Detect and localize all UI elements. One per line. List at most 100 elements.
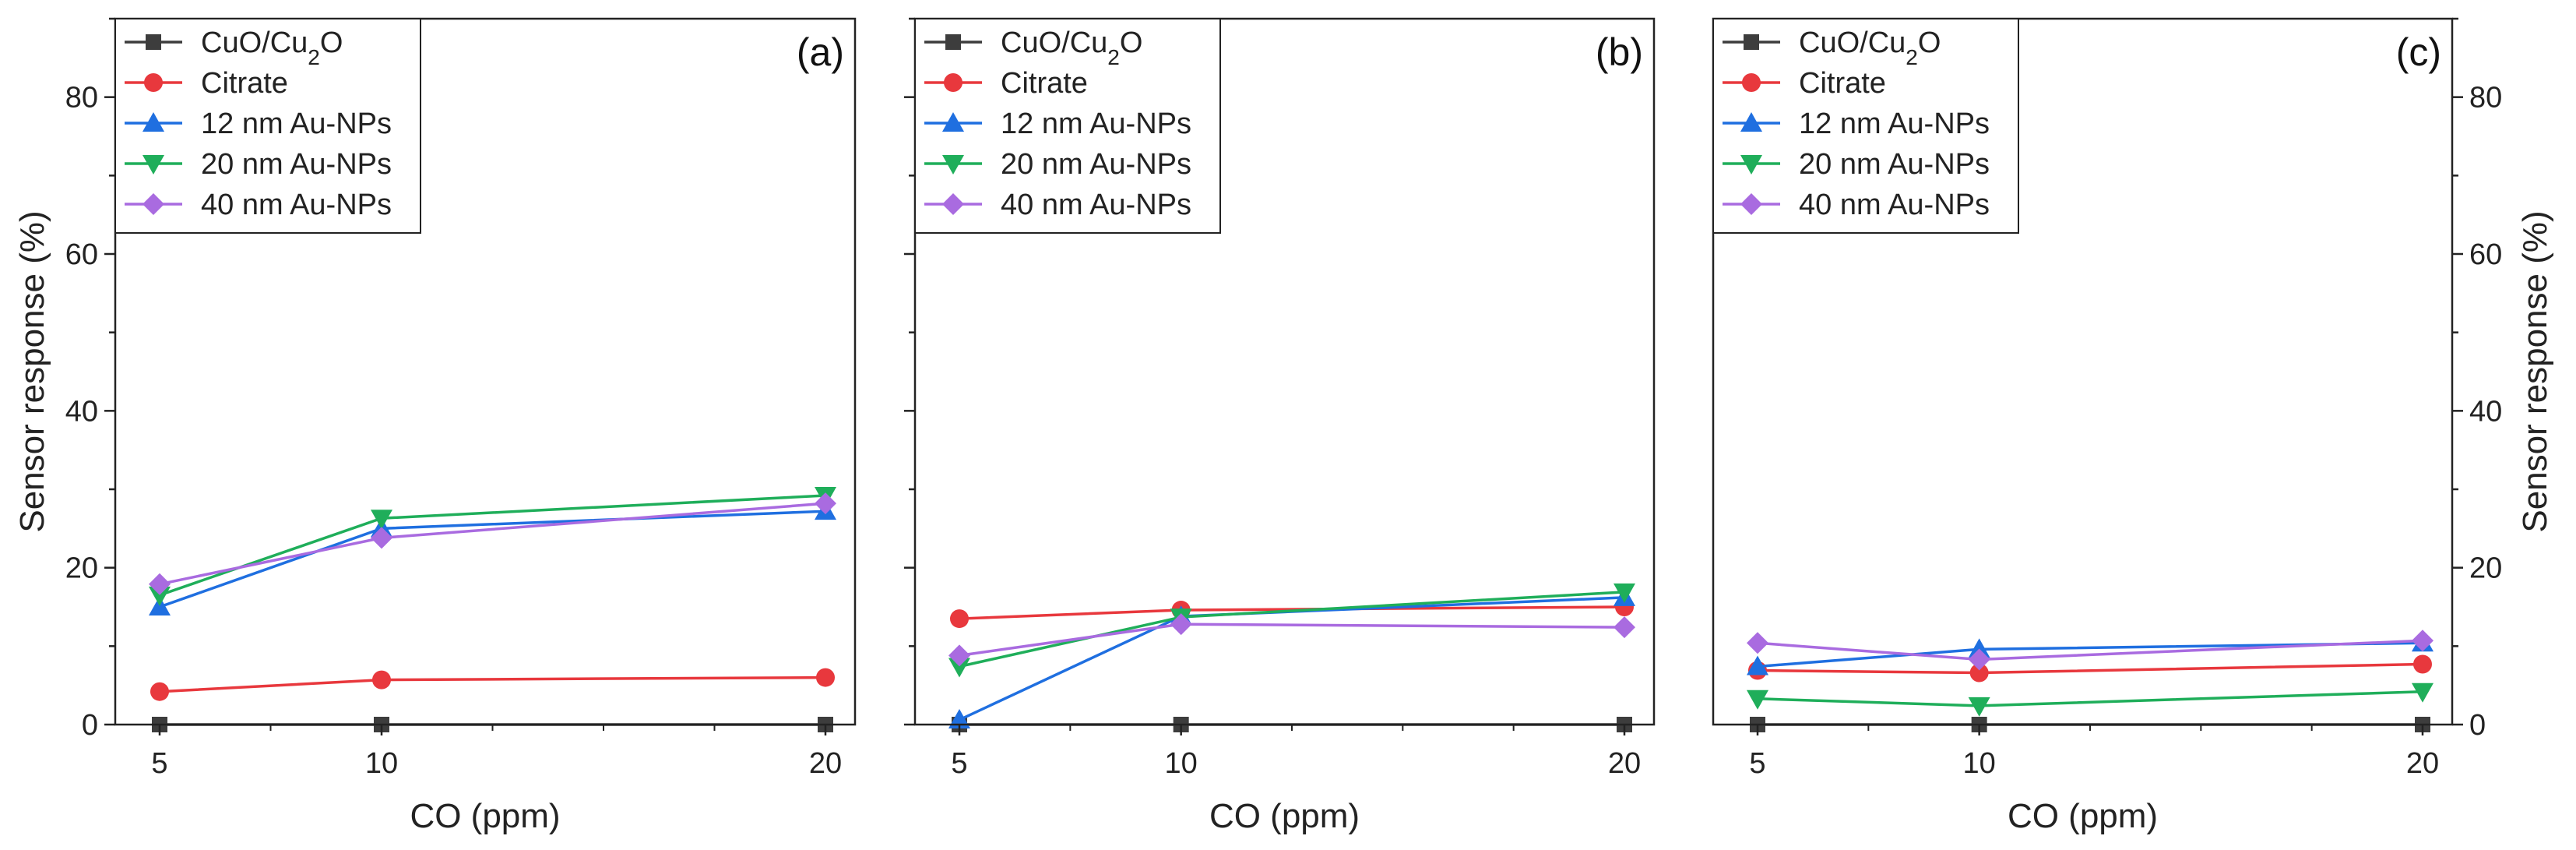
legend-marker: [143, 193, 164, 215]
x-tick-label: 20: [1608, 747, 1641, 780]
data-point-4-2: [1614, 616, 1635, 639]
legend-item: Citrate: [924, 67, 1088, 100]
x-tick-label: 5: [1749, 747, 1765, 780]
y-tick-label: 40: [65, 395, 98, 428]
data-point-1-1: [1969, 663, 1989, 682]
data-point-4-0: [149, 573, 171, 595]
legend-label: CuO/Cu2O: [1799, 26, 1941, 69]
data-point-4-0: [1747, 632, 1768, 654]
legend-marker: [144, 73, 163, 92]
y-tick-label: 60: [65, 238, 98, 271]
x-tick-label: 10: [1963, 747, 1996, 780]
x-tick-label: 10: [1165, 747, 1198, 780]
data-point-3-2: [1614, 583, 1635, 603]
legend-label: Citrate: [1799, 67, 1886, 100]
legend-label: 20 nm Au-NPs: [1001, 148, 1191, 181]
x-axis-title: CO (ppm): [1209, 797, 1360, 835]
x-tick-label: 20: [2406, 747, 2439, 780]
plot-frame: [114, 17, 857, 726]
series-line-2: [159, 510, 826, 608]
legend-label: 12 nm Au-NPs: [1799, 108, 1990, 140]
y-tick-label: 20: [2469, 552, 2502, 585]
legend-box: [114, 18, 421, 234]
legend-box: [914, 18, 1221, 234]
legend-label: Citrate: [1001, 67, 1088, 100]
legend-marker: [143, 155, 164, 175]
x-tick-label: 20: [809, 747, 842, 780]
y-tick-label: 60: [2469, 238, 2502, 271]
data-point-1-2: [816, 668, 835, 687]
panel-tag: (a): [797, 30, 844, 74]
legend-label: 40 nm Au-NPs: [201, 189, 392, 221]
legend-item: Citrate: [125, 67, 288, 100]
legend-marker: [942, 193, 964, 215]
legend-label: CuO/Cu2O: [1001, 26, 1142, 69]
data-point-4-2: [2412, 630, 2433, 652]
series-line-3: [1757, 690, 2423, 707]
series-line-4: [959, 623, 1625, 658]
legend-label: 12 nm Au-NPs: [201, 108, 392, 140]
y-tick-label: 20: [65, 552, 98, 585]
panel-c: 5 10 20 0 20 40 60 80 Sensor response (%) CO (ppm…: [1712, 17, 2554, 835]
data-point-3-0: [948, 658, 970, 678]
legend-marker: [146, 34, 161, 50]
y-tick-label: 80: [2469, 82, 2502, 115]
legend-label: CuO/Cu2O: [201, 26, 343, 69]
legend-item: CuO/Cu2O: [125, 26, 343, 69]
legend-item: 20 nm Au-NPs: [125, 148, 392, 181]
y-axis-title: Sensor response (%): [13, 210, 51, 532]
legend-marker: [1740, 155, 1762, 175]
y-tick-label: 80: [65, 82, 98, 115]
legend-marker: [945, 34, 961, 50]
legend-item: CuO/Cu2O: [924, 26, 1142, 69]
legend-marker: [942, 155, 964, 175]
legend-marker: [1742, 73, 1761, 92]
data-point-3-0: [149, 586, 171, 606]
legend-item: 40 nm Au-NPs: [125, 189, 392, 221]
x-axis-title: CO (ppm): [2008, 797, 2158, 835]
legend-marker: [942, 112, 964, 132]
x-tick-label: 10: [365, 747, 398, 780]
legend-marker: [1744, 34, 1759, 50]
data-point-1-2: [2413, 654, 2432, 674]
legend-label: 40 nm Au-NPs: [1799, 189, 1990, 221]
y-tick-label: 0: [82, 709, 98, 742]
y-tick-label: 0: [2469, 709, 2486, 742]
y-axis-title: Sensor response (%): [2516, 210, 2554, 532]
plot-frame: [1712, 17, 2454, 726]
series-line-1: [1757, 662, 2423, 675]
data-point-2-0: [948, 708, 970, 728]
legend-label: 40 nm Au-NPs: [1001, 189, 1191, 221]
data-point-4-1: [1968, 648, 1990, 671]
x-axis-title: CO (ppm): [410, 797, 560, 835]
legend-marker: [143, 112, 164, 132]
data-point-4-0: [948, 644, 970, 667]
legend-box: [1712, 18, 2019, 234]
data-point-3-1: [1968, 697, 1990, 717]
data-point-2-1: [1968, 638, 1990, 658]
data-point-1-0: [950, 609, 969, 629]
x-tick-label: 5: [151, 747, 167, 780]
legend-item: 40 nm Au-NPs: [1723, 189, 1990, 221]
series-line-3: [959, 591, 1625, 668]
legend-item: Citrate: [1723, 67, 1886, 100]
legend-item: 12 nm Au-NPs: [125, 108, 392, 140]
legend-item: 20 nm Au-NPs: [924, 148, 1191, 181]
legend-marker: [1740, 112, 1762, 132]
legend-label: 20 nm Au-NPs: [1799, 148, 1990, 181]
data-point-3-0: [1747, 690, 1768, 710]
data-point-4-1: [371, 527, 392, 549]
legend-label: 20 nm Au-NPs: [201, 148, 392, 181]
legend-item: 40 nm Au-NPs: [924, 189, 1191, 221]
data-point-3-2: [2412, 682, 2433, 703]
legend-marker: [944, 73, 962, 92]
panel-tag: (c): [2396, 30, 2441, 74]
series-line-1: [159, 675, 826, 693]
legend-item: 12 nm Au-NPs: [1723, 108, 1990, 140]
legend-label: 12 nm Au-NPs: [1001, 108, 1191, 140]
legend-item: CuO/Cu2O: [1723, 26, 1941, 69]
